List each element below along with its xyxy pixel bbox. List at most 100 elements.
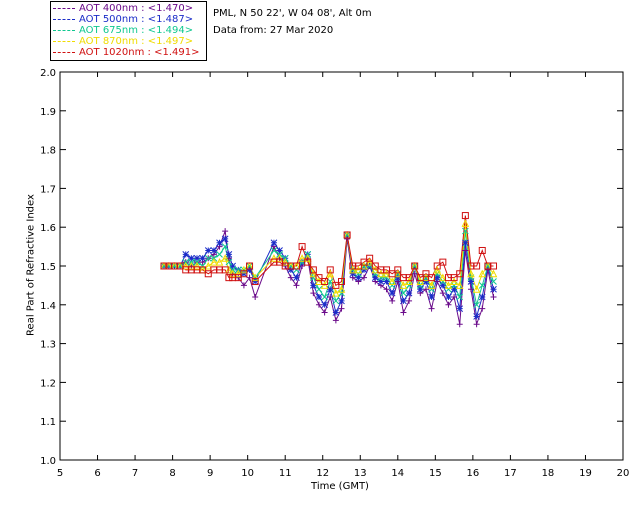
data-point — [478, 282, 486, 289]
data-point — [422, 278, 430, 285]
data-point — [450, 274, 458, 282]
data-point — [176, 262, 184, 270]
x-tick-label: 12 — [316, 468, 329, 479]
data-point — [473, 321, 480, 328]
x-tick-label: 16 — [466, 468, 479, 479]
data-point — [188, 254, 195, 262]
data-point — [416, 277, 425, 286]
data-point — [304, 258, 312, 266]
data-point — [439, 258, 447, 266]
data-point — [473, 313, 480, 320]
data-point — [428, 274, 436, 282]
data-point — [270, 247, 278, 254]
y-tick-label: 1.6 — [40, 223, 56, 234]
data-point — [388, 289, 396, 297]
legend-swatch — [53, 40, 75, 42]
data-point — [216, 239, 223, 247]
data-point — [433, 274, 441, 281]
data-point — [444, 281, 453, 289]
data-point — [251, 278, 259, 286]
x-tick-label: 9 — [207, 468, 213, 479]
data-point — [478, 293, 486, 301]
data-point — [326, 266, 334, 274]
data-point — [451, 294, 458, 301]
legend-swatch — [53, 7, 75, 9]
data-point — [281, 258, 290, 266]
data-point — [199, 266, 207, 274]
data-point — [234, 269, 243, 278]
data-point — [321, 301, 328, 309]
series-line — [163, 234, 494, 317]
data-point — [382, 269, 391, 278]
axis-ticks: 5 6 7 8 9 10 11 12 13 14 15 16 17 18 19 20 1.0 1.1 1.2 1.3 1… — [40, 68, 629, 479]
data-point — [215, 258, 224, 266]
data-point — [332, 281, 340, 289]
data-point — [332, 297, 340, 305]
data-point — [338, 305, 345, 312]
data-point — [187, 261, 196, 270]
x-tick-label: 8 — [169, 468, 175, 479]
x-tick-label: 10 — [241, 468, 254, 479]
data-point — [456, 270, 464, 278]
data-point — [225, 251, 233, 258]
data-point — [240, 282, 247, 289]
y-tick-label: 1.7 — [40, 184, 56, 195]
data-point — [309, 266, 317, 274]
data-point — [366, 254, 374, 262]
data-point — [270, 239, 278, 247]
x-axis-label: Time (GMT) — [311, 481, 369, 492]
data-point — [411, 270, 418, 277]
data-point — [298, 254, 306, 262]
data-point — [222, 228, 229, 235]
data-point — [388, 270, 396, 278]
plot-area — [59, 71, 624, 461]
data-point — [383, 278, 390, 285]
data-point — [461, 219, 470, 227]
data-point — [193, 261, 201, 270]
data-point — [221, 243, 229, 250]
data-point — [394, 266, 402, 274]
data-point — [462, 227, 469, 235]
data-point — [467, 286, 474, 293]
y-tick-label: 1.2 — [40, 378, 56, 389]
data-point — [383, 266, 391, 274]
data-point — [332, 317, 339, 324]
data-point — [422, 273, 430, 282]
y-tick-label: 1.9 — [40, 107, 56, 118]
data-point — [422, 270, 430, 278]
data-point — [490, 262, 498, 270]
data-point — [490, 285, 497, 293]
data-point — [439, 290, 446, 297]
data-point — [251, 273, 259, 282]
data-point — [160, 262, 168, 270]
data-point — [315, 301, 322, 308]
data-point — [416, 285, 424, 293]
data-point — [394, 274, 402, 281]
data-point — [234, 274, 242, 282]
data-point — [246, 274, 253, 281]
data-point — [204, 247, 212, 254]
legend-label: AOT 500nm : <1.487> — [79, 14, 194, 25]
legend-label: AOT 1020nm : <1.491> — [79, 47, 200, 58]
data-point — [216, 251, 223, 258]
y-tick-label: 1.4 — [40, 301, 56, 312]
data-point — [389, 297, 396, 304]
data-point — [338, 297, 345, 305]
data-point — [276, 247, 283, 254]
data-point — [321, 309, 328, 316]
data-point — [337, 285, 346, 293]
data-point — [326, 285, 334, 293]
data-point — [445, 293, 452, 301]
legend-swatch — [53, 18, 75, 20]
data-point — [332, 309, 340, 316]
y-tick-label: 1.3 — [40, 340, 56, 351]
data-point — [225, 265, 233, 274]
data-point — [489, 269, 498, 278]
data-point — [349, 270, 357, 278]
legend-swatch — [53, 29, 75, 31]
data-point — [456, 293, 464, 301]
data-point — [354, 262, 362, 270]
data-point — [473, 262, 481, 270]
data-point — [315, 293, 323, 301]
data-point — [365, 258, 374, 266]
